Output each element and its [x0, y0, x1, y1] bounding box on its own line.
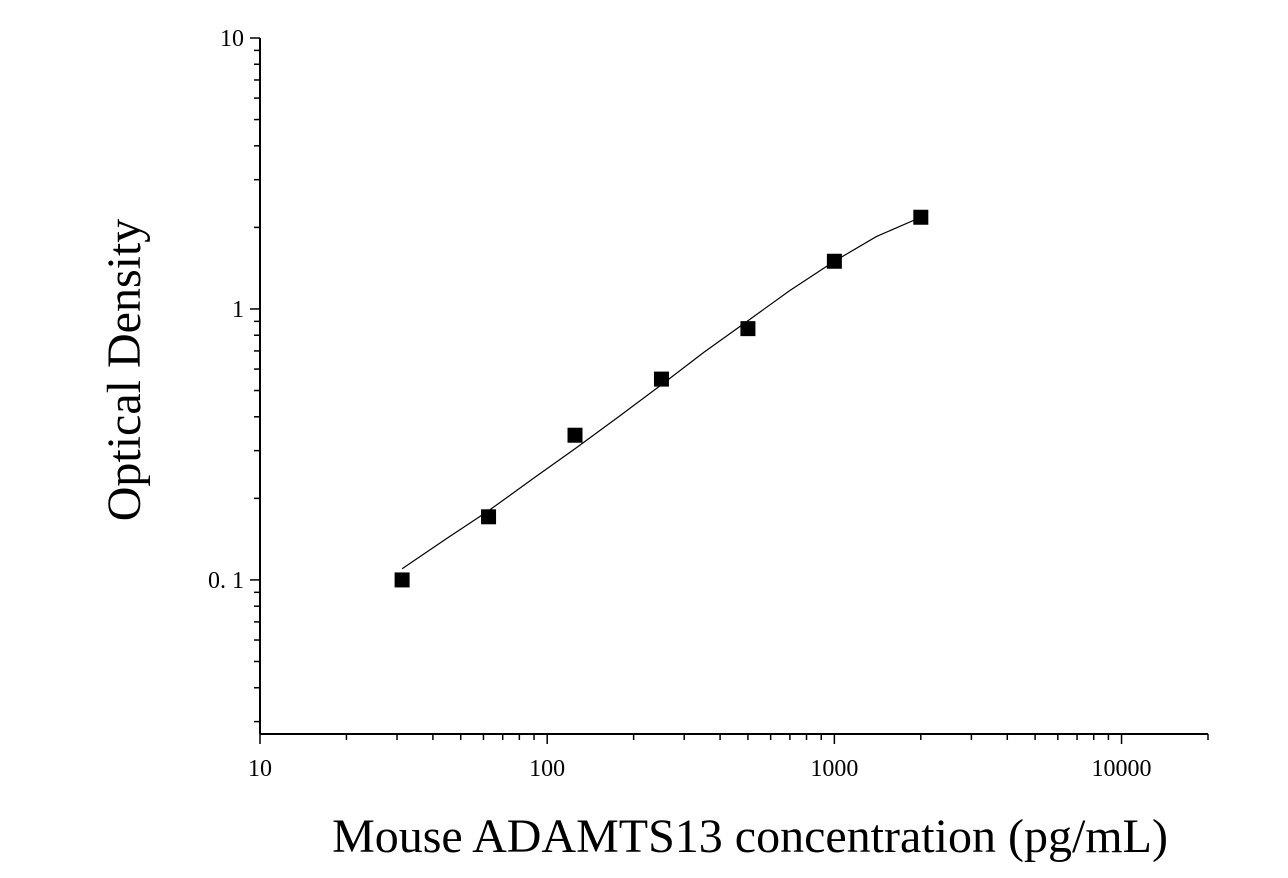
x-axis-title: Mouse ADAMTS13 concentration (pg/mL)	[332, 810, 1168, 863]
data-point	[481, 509, 497, 525]
y-tick-label: 1	[232, 297, 244, 323]
data-point	[394, 572, 410, 588]
y-tick-label: 0. 1	[208, 568, 244, 594]
data-markers	[394, 209, 929, 588]
y-axis-title: Optical Density	[98, 219, 151, 522]
data-point	[913, 209, 929, 225]
x-tick-label: 10000	[1092, 756, 1152, 782]
axes	[259, 38, 1208, 735]
y-tick-label: 10	[220, 26, 244, 52]
data-point	[826, 253, 842, 269]
x-tick-label: 100	[529, 756, 565, 782]
data-point	[567, 427, 583, 443]
data-point	[653, 371, 669, 387]
tick-labels: 10 100 1000 10000 0. 1 1 10	[208, 26, 1152, 782]
x-tick-label: 1000	[810, 756, 858, 782]
ticks	[250, 37, 1209, 744]
data-point	[740, 321, 756, 337]
x-tick-label: 10	[248, 756, 272, 782]
fit-curve	[401, 216, 922, 570]
